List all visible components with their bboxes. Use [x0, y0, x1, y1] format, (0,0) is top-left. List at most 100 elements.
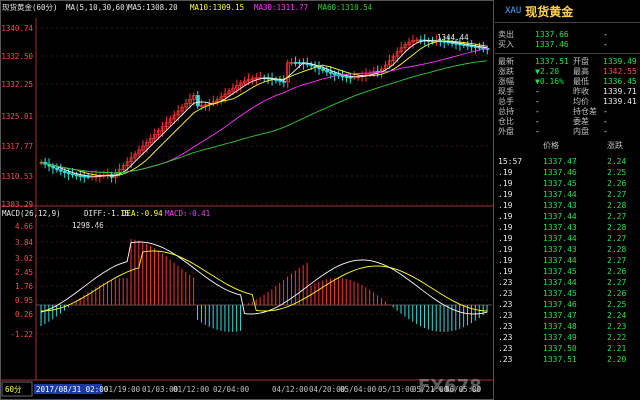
candle-body[interactable] [391, 55, 396, 62]
candle-body[interactable] [215, 98, 220, 102]
macd-tick: 3.84 [15, 238, 34, 247]
candle-body[interactable] [184, 102, 189, 108]
candle-body[interactable] [395, 51, 400, 57]
candle-body[interactable] [231, 87, 236, 92]
candle-body[interactable] [164, 122, 169, 128]
candle-body[interactable] [450, 42, 455, 44]
candle-body[interactable] [286, 62, 290, 83]
candle-body[interactable] [462, 44, 466, 46]
candle-body[interactable] [293, 62, 298, 64]
candle-body[interactable] [223, 93, 228, 98]
candlestick-chart[interactable]: 现货黄金(60分) MA(5,10,30,60)MA5:1308.20 MA10:1… [0, 0, 494, 400]
candle-body[interactable] [317, 66, 322, 70]
candle-body[interactable] [458, 43, 463, 46]
candle-body[interactable] [74, 174, 79, 177]
tick-change: 2.21 [607, 344, 627, 353]
candle-body[interactable] [329, 71, 333, 74]
time-tick: 06/05:00 [445, 385, 482, 394]
tick-header: 价格 涨跌 [495, 140, 640, 150]
candle-body[interactable] [348, 76, 353, 79]
candle-body[interactable] [192, 95, 196, 100]
candle-body[interactable] [399, 47, 404, 53]
quote-value: - [603, 117, 608, 126]
time-tick: 05/04:00 [340, 385, 377, 394]
tick-change: 2.28 [607, 223, 627, 232]
candle-body[interactable] [344, 76, 349, 79]
candle-body[interactable] [137, 149, 142, 155]
candle-body[interactable] [466, 44, 470, 47]
candle-body[interactable] [66, 172, 71, 175]
candle-body[interactable] [297, 62, 302, 64]
candle-body[interactable] [70, 173, 75, 176]
quote-row: 外盘 - 内盘 - [495, 127, 640, 137]
candle-body[interactable] [250, 77, 255, 80]
candle-body[interactable] [415, 39, 419, 42]
tick-price: 1337.45 [543, 289, 577, 298]
candle-body[interactable] [321, 68, 326, 71]
candle-body[interactable] [333, 73, 337, 76]
candle-body[interactable] [156, 130, 161, 135]
candle-body[interactable] [203, 104, 208, 107]
candle-body[interactable] [125, 161, 130, 167]
candle-body[interactable] [235, 85, 239, 89]
low-annotation: 1298.46 [72, 221, 104, 230]
candle-body[interactable] [227, 90, 232, 95]
candle-body[interactable] [160, 126, 165, 131]
candle-body[interactable] [470, 45, 474, 48]
candle-body[interactable] [172, 114, 177, 120]
tick-price: 1337.43 [543, 201, 577, 210]
quote-row: 仓比 - 委差 - [495, 117, 640, 127]
candle-body[interactable] [141, 145, 146, 151]
candle-body[interactable] [407, 41, 412, 45]
chart-area[interactable]: 现货黄金(60分) MA(5,10,30,60) MA5:1308.20 MA10:1… [0, 0, 494, 400]
candle-body[interactable] [290, 62, 294, 64]
candle-body[interactable] [78, 175, 83, 177]
period-button[interactable] [1, 381, 33, 397]
candle-body[interactable] [63, 170, 67, 174]
candle-body[interactable] [309, 64, 314, 67]
candle-body[interactable] [180, 106, 185, 112]
candle-body[interactable] [133, 153, 138, 159]
candle-body[interactable] [168, 118, 173, 124]
tick-list[interactable]: 15:57 1337.47 2.24 .19 1337.46 2.25 .19 1337.45… [495, 156, 640, 365]
candle-body[interactable] [430, 40, 435, 43]
tick-row: .19 1337.45 2.26 [495, 178, 640, 189]
candle-body[interactable] [200, 105, 204, 107]
candle-body[interactable] [387, 60, 392, 66]
time-tick: 05/13:00 [378, 385, 415, 394]
candle-body[interactable] [219, 96, 224, 100]
candle-body[interactable] [153, 134, 157, 139]
candle-body[interactable] [149, 137, 153, 143]
candle-body[interactable] [121, 165, 126, 170]
candle-body[interactable] [246, 78, 251, 82]
candle-body[interactable] [454, 42, 459, 45]
candle-body[interactable] [325, 70, 329, 73]
ma-prefix: MA(5,10,30,60) [66, 3, 129, 12]
candle-body[interactable] [473, 46, 478, 48]
candle-body[interactable] [82, 175, 87, 178]
candle-body[interactable] [282, 80, 286, 83]
symbol-name: 现货黄金 [525, 4, 574, 19]
quote-label: 最低 [573, 77, 589, 86]
quote-value: 1342.55 [603, 67, 637, 76]
candle-body[interactable] [383, 64, 388, 70]
candle-body[interactable] [477, 46, 482, 49]
candle-body[interactable] [403, 44, 408, 49]
candle-body[interactable] [411, 40, 416, 43]
quote-row: 现手 - 昨收 1339.71 [495, 87, 640, 97]
candle-body[interactable] [55, 167, 59, 171]
candle-body[interactable] [51, 165, 56, 169]
candle-body[interactable] [188, 99, 193, 104]
candle-body[interactable] [196, 95, 200, 107]
candle-body[interactable] [145, 141, 149, 147]
candle-body[interactable] [86, 175, 91, 178]
candle-body[interactable] [243, 80, 247, 84]
candle-body[interactable] [340, 75, 345, 78]
tick-time: .19 [498, 223, 513, 232]
candle-body[interactable] [176, 110, 181, 116]
candle-body[interactable] [129, 157, 134, 163]
candle-body[interactable] [278, 80, 283, 82]
candle-body[interactable] [254, 77, 259, 80]
candle-body[interactable] [59, 169, 63, 172]
candle-body[interactable] [239, 82, 243, 86]
